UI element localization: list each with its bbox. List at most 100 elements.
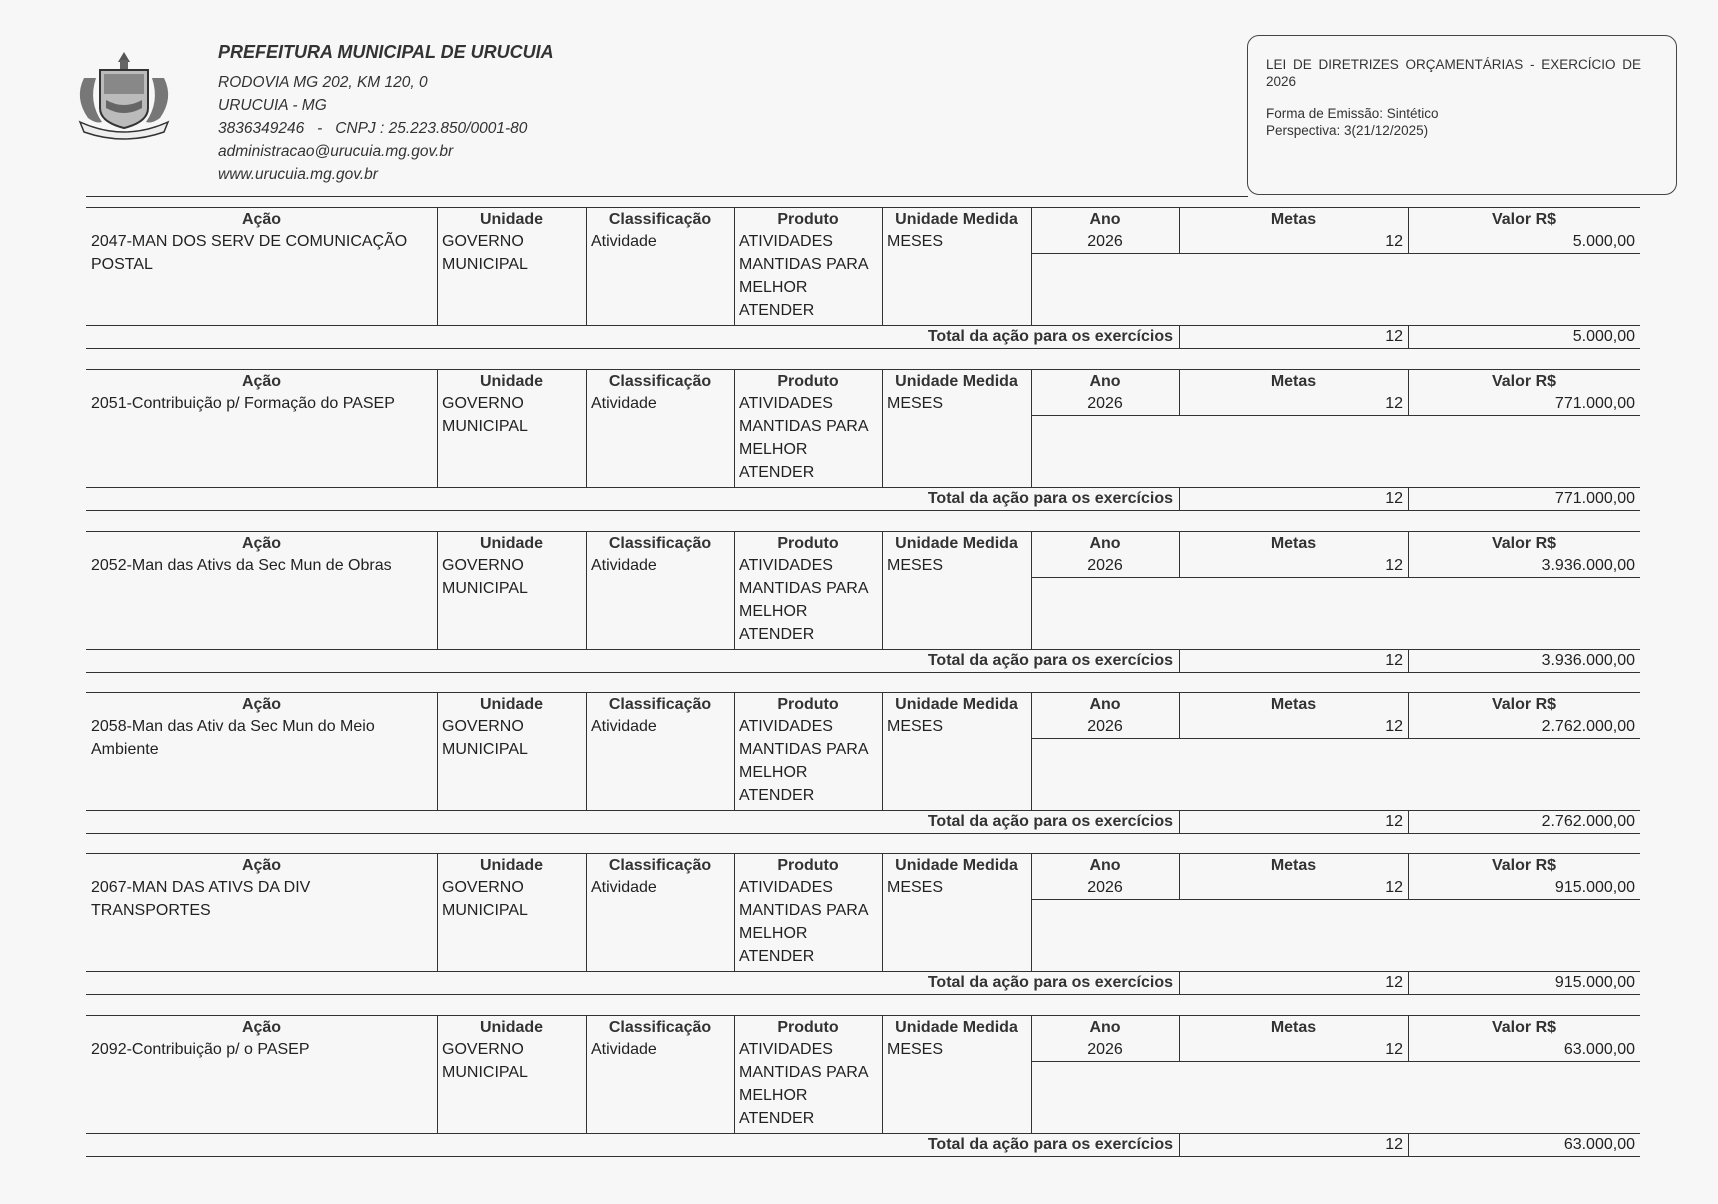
table-line: [1031, 577, 1640, 578]
column-header: Ação: [241, 1019, 282, 1036]
total-metas: 12: [1385, 813, 1403, 830]
table-line: [86, 971, 1640, 972]
cell-acao: 2051-Contribuição p/ Formação do PASEP: [91, 395, 395, 412]
total-label: Total da ação para os exercícios: [927, 652, 1173, 669]
column-header: Unidade Medida: [895, 373, 1018, 390]
table-line: [1179, 853, 1180, 899]
total-metas: 12: [1385, 974, 1403, 991]
total-valor: 5.000,00: [1572, 328, 1635, 345]
column-header: Classificação: [608, 696, 712, 713]
column-header: Unidade Medida: [895, 1019, 1018, 1036]
table-line: [1031, 738, 1640, 739]
table-line: [882, 1015, 883, 1133]
table-line: [86, 810, 1640, 811]
cell-acao: 2092-Contribuição p/ o PASEP: [91, 1041, 310, 1058]
table-line: [1408, 692, 1409, 738]
column-header: Valor R$: [1491, 1019, 1557, 1036]
table-line: [437, 531, 438, 649]
column-header: Produto: [777, 373, 839, 390]
action-block: Ação Unidade Classificação Produto Unidade M…: [86, 531, 1640, 673]
column-header: Produto: [777, 535, 839, 552]
total-valor: 2.762.000,00: [1541, 813, 1635, 830]
cell-unidade-medida: MESES: [887, 557, 944, 574]
table-line: [86, 649, 1640, 650]
column-header: Unidade Medida: [895, 857, 1018, 874]
column-header: Produto: [777, 696, 839, 713]
table-line: [1031, 1015, 1032, 1133]
table-line: [882, 692, 883, 810]
column-header: Ano: [1089, 1019, 1121, 1036]
cell-unidade: GOVERNO MUNICIPAL: [442, 233, 528, 273]
table-line: [86, 994, 1640, 995]
total-label: Total da ação para os exercícios: [927, 328, 1173, 345]
table-line: [586, 853, 587, 971]
total-valor: 63.000,00: [1563, 1136, 1635, 1153]
table-line: [1031, 1061, 1640, 1062]
table-line: [586, 692, 587, 810]
column-header: Valor R$: [1491, 373, 1557, 390]
cell-valor: 2.762.000,00: [1541, 718, 1635, 735]
org-name: PREFEITURA MUNICIPAL DE URUCUIA: [218, 42, 554, 62]
table-line: [882, 531, 883, 649]
column-header: Ano: [1089, 535, 1121, 552]
cell-unidade: GOVERNO MUNICIPAL: [442, 879, 528, 919]
table-line: [1031, 207, 1032, 325]
table-line: [734, 853, 735, 971]
table-line: [1179, 692, 1180, 738]
total-valor: 915.000,00: [1554, 974, 1635, 991]
cell-unidade-medida: MESES: [887, 395, 944, 412]
cell-valor: 63.000,00: [1563, 1041, 1635, 1058]
cell-ano: 2026: [1087, 233, 1123, 250]
table-line: [1031, 369, 1032, 487]
table-line: [1031, 853, 1032, 971]
column-header: Metas: [1270, 373, 1317, 390]
table-line: [1179, 810, 1180, 833]
table-line: [882, 369, 883, 487]
cell-produto: ATIVIDADES MANTIDAS PARA MELHOR ATENDER: [739, 718, 868, 804]
table-line: [437, 1015, 438, 1133]
table-line: [1179, 207, 1180, 253]
column-header: Unidade: [479, 211, 544, 228]
action-block: Ação Unidade Classificação Produto Unidade M…: [86, 369, 1640, 511]
column-header: Unidade: [479, 1019, 544, 1036]
table-line: [86, 487, 1640, 488]
column-header: Valor R$: [1491, 535, 1557, 552]
table-line: [1179, 325, 1180, 348]
table-line: [437, 853, 438, 971]
org-phone-cnpj: 3836349246 - CNPJ : 25.223.850/0001-80: [218, 120, 528, 137]
cell-unidade-medida: MESES: [887, 879, 944, 896]
table-line: [437, 692, 438, 810]
total-label: Total da ação para os exercícios: [927, 490, 1173, 507]
table-line: [1408, 1015, 1409, 1061]
cell-unidade: GOVERNO MUNICIPAL: [442, 1041, 528, 1081]
total-label: Total da ação para os exercícios: [927, 1136, 1173, 1153]
column-header: Unidade Medida: [895, 696, 1018, 713]
table-line: [1031, 253, 1640, 254]
cell-produto: ATIVIDADES MANTIDAS PARA MELHOR ATENDER: [739, 1041, 868, 1127]
column-header: Valor R$: [1491, 857, 1557, 874]
cell-unidade: GOVERNO MUNICIPAL: [442, 395, 528, 435]
column-header: Ação: [241, 535, 282, 552]
table-line: [882, 853, 883, 971]
table-line: [86, 531, 1640, 532]
action-block: Ação Unidade Classificação Produto Unidade M…: [86, 207, 1640, 349]
table-line: [734, 692, 735, 810]
cell-valor: 915.000,00: [1554, 879, 1635, 896]
column-header: Metas: [1270, 535, 1317, 552]
org-address: RODOVIA MG 202, KM 120, 0: [218, 74, 428, 91]
cell-metas: 12: [1385, 718, 1403, 735]
table-line: [1408, 971, 1409, 994]
cell-unidade-medida: MESES: [887, 1041, 944, 1058]
cell-acao: 2047-MAN DOS SERV DE COMUNICAÇÃO POSTAL: [91, 233, 408, 273]
org-city: URUCUIA - MG: [218, 97, 327, 114]
table-line: [1179, 1133, 1180, 1156]
column-header: Ano: [1089, 696, 1121, 713]
column-header: Unidade: [479, 373, 544, 390]
cell-metas: 12: [1385, 233, 1403, 250]
cell-produto: ATIVIDADES MANTIDAS PARA MELHOR ATENDER: [739, 233, 868, 319]
cell-acao: 2058-Man das Ativ da Sec Mun do Meio Amb…: [91, 718, 375, 758]
table-line: [1408, 369, 1409, 415]
table-line: [86, 853, 1640, 854]
table-line: [86, 510, 1640, 511]
coat-of-arms-logo: [70, 48, 178, 140]
